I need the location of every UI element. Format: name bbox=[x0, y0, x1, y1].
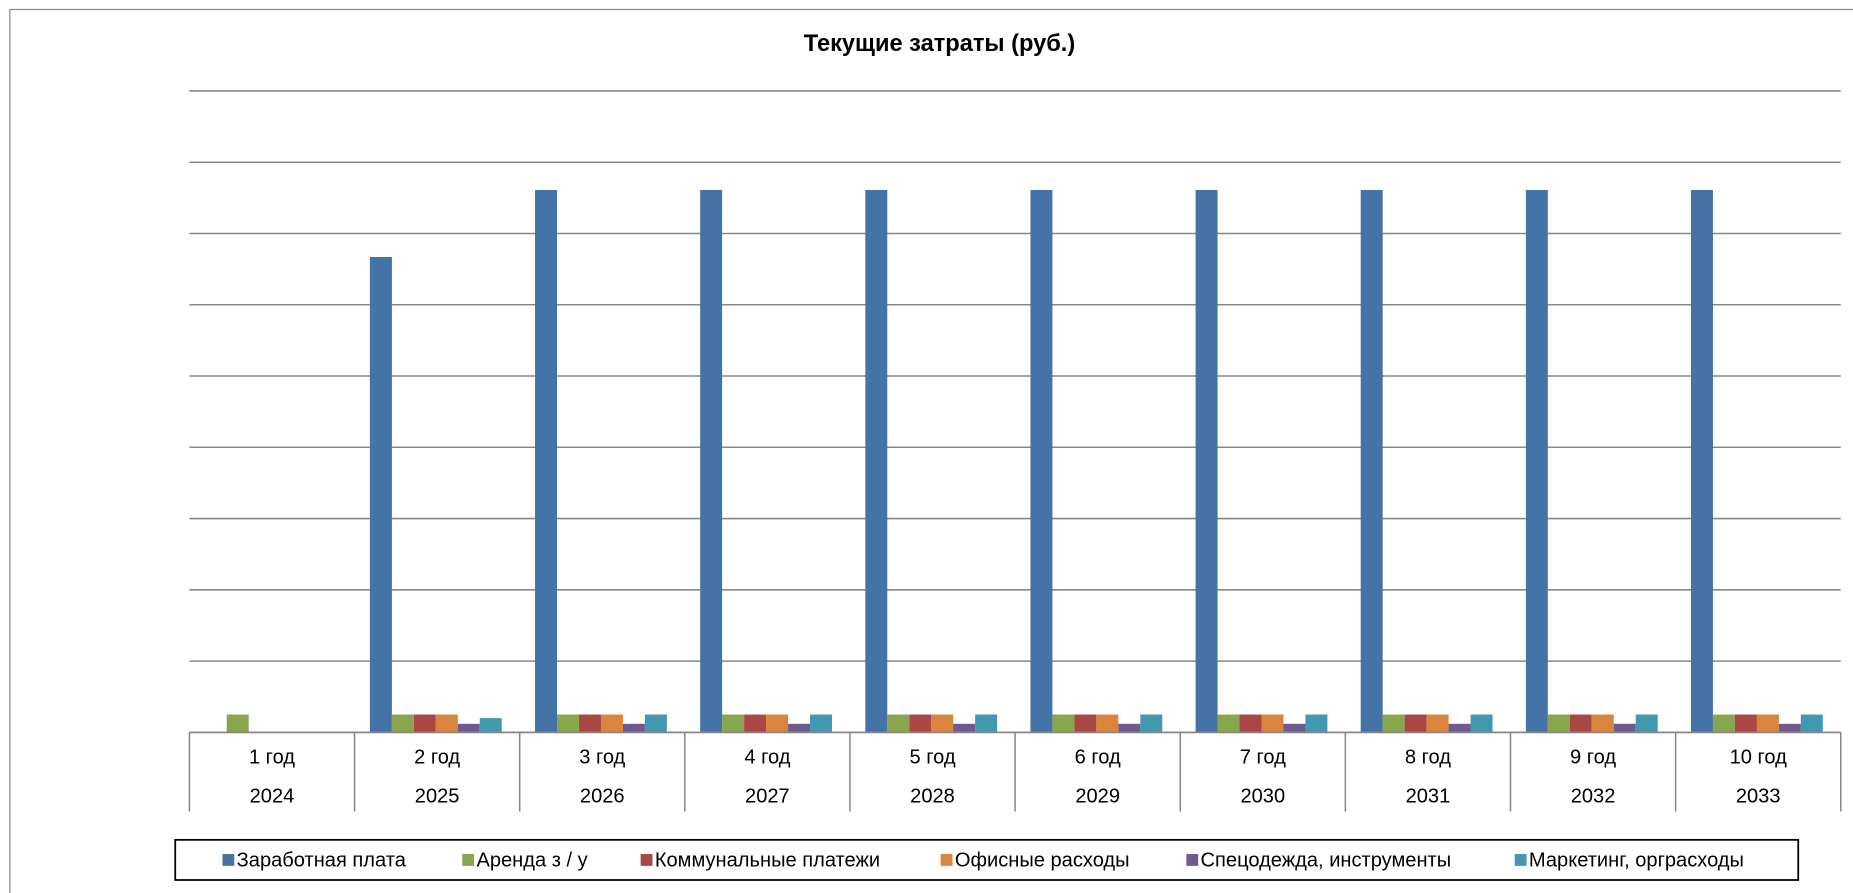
legend-label: Аренда з / у bbox=[476, 849, 587, 871]
legend-swatch bbox=[222, 854, 235, 866]
bar bbox=[887, 714, 910, 733]
bar bbox=[722, 714, 745, 733]
bar bbox=[744, 714, 767, 733]
legend-label: Заработная плата bbox=[237, 849, 407, 871]
bar bbox=[931, 714, 954, 733]
legend-box bbox=[174, 838, 1800, 881]
bar bbox=[557, 714, 579, 733]
bar bbox=[1613, 723, 1636, 733]
x-tick-label: 3 год bbox=[579, 747, 625, 769]
x-tick-label: 4 год bbox=[744, 747, 790, 769]
bar bbox=[578, 714, 601, 733]
x-tick-label: 6 год bbox=[1075, 747, 1121, 769]
bar bbox=[1305, 714, 1328, 733]
bar bbox=[1195, 190, 1218, 733]
x-tick-label: 8 год bbox=[1405, 747, 1451, 769]
x-group-label: 2031 bbox=[1406, 786, 1451, 808]
bar bbox=[535, 190, 558, 733]
chart-title: Текущие затраты (руб.) bbox=[804, 31, 1076, 57]
bar bbox=[435, 714, 458, 733]
bar bbox=[1778, 723, 1801, 733]
bar bbox=[1635, 714, 1658, 733]
x-group-label: 2025 bbox=[415, 786, 460, 808]
x-tick-label: 1 год bbox=[249, 747, 295, 769]
bar bbox=[391, 714, 414, 733]
bar bbox=[1096, 714, 1119, 733]
bar bbox=[1426, 714, 1449, 733]
bar bbox=[1382, 714, 1405, 733]
bar bbox=[1800, 714, 1823, 733]
bar bbox=[1470, 714, 1493, 733]
x-tick-label: 5 год bbox=[909, 747, 955, 769]
bar bbox=[622, 723, 645, 733]
bar bbox=[909, 714, 932, 733]
bar bbox=[457, 723, 480, 733]
bar bbox=[1756, 714, 1779, 733]
bar bbox=[1712, 714, 1735, 733]
x-tick-label: 9 год bbox=[1570, 747, 1616, 769]
bar bbox=[600, 714, 623, 733]
x-group-label: 2029 bbox=[1075, 786, 1120, 808]
x-group-label: 2024 bbox=[250, 786, 295, 808]
x-group-label: 2033 bbox=[1736, 786, 1781, 808]
bar bbox=[953, 723, 976, 733]
bar bbox=[1448, 723, 1471, 733]
legend-swatch bbox=[640, 854, 653, 866]
legend-swatch bbox=[1186, 854, 1199, 866]
bar bbox=[766, 714, 789, 733]
bar bbox=[413, 714, 436, 733]
legend-label: Офисные расходы bbox=[955, 849, 1130, 871]
bar bbox=[1690, 190, 1713, 733]
bar bbox=[1217, 714, 1240, 733]
x-tick-label: 7 год bbox=[1240, 747, 1286, 769]
legend-label: Коммунальные платежи bbox=[655, 849, 880, 871]
bar bbox=[1404, 714, 1427, 733]
bar bbox=[1030, 190, 1053, 733]
bar bbox=[479, 718, 502, 733]
bar bbox=[1261, 714, 1284, 733]
x-tick-label: 10 год bbox=[1730, 747, 1788, 769]
bar bbox=[1052, 714, 1075, 733]
bar bbox=[1569, 714, 1592, 733]
bar bbox=[369, 257, 392, 733]
bar bbox=[1525, 190, 1548, 733]
bar bbox=[865, 190, 888, 733]
legend-swatch bbox=[1514, 854, 1527, 866]
x-group-label: 2026 bbox=[580, 786, 625, 808]
bar bbox=[1074, 714, 1097, 733]
bar bbox=[1283, 723, 1306, 733]
bar bbox=[1360, 190, 1383, 733]
bar bbox=[644, 714, 667, 733]
bar bbox=[1140, 714, 1163, 733]
bar bbox=[1239, 714, 1262, 733]
bar bbox=[700, 190, 723, 733]
legend-label: Маркетинг, орграсходы bbox=[1529, 849, 1744, 871]
x-tick-label: 2 год bbox=[414, 747, 460, 769]
legend-label: Спецодежда, инструменты bbox=[1201, 849, 1452, 871]
bar bbox=[226, 714, 249, 733]
bar bbox=[1118, 723, 1141, 733]
bar bbox=[1734, 714, 1757, 733]
legend-swatch bbox=[940, 854, 953, 866]
x-group-label: 2030 bbox=[1240, 786, 1285, 808]
bar bbox=[810, 714, 833, 733]
bar bbox=[788, 723, 811, 733]
x-group-label: 2028 bbox=[910, 786, 955, 808]
legend-swatch bbox=[462, 854, 475, 866]
x-group-label: 2032 bbox=[1571, 786, 1616, 808]
bar bbox=[1591, 714, 1614, 733]
bar bbox=[1547, 714, 1570, 733]
x-group-label: 2027 bbox=[745, 786, 790, 808]
bar bbox=[975, 714, 998, 733]
